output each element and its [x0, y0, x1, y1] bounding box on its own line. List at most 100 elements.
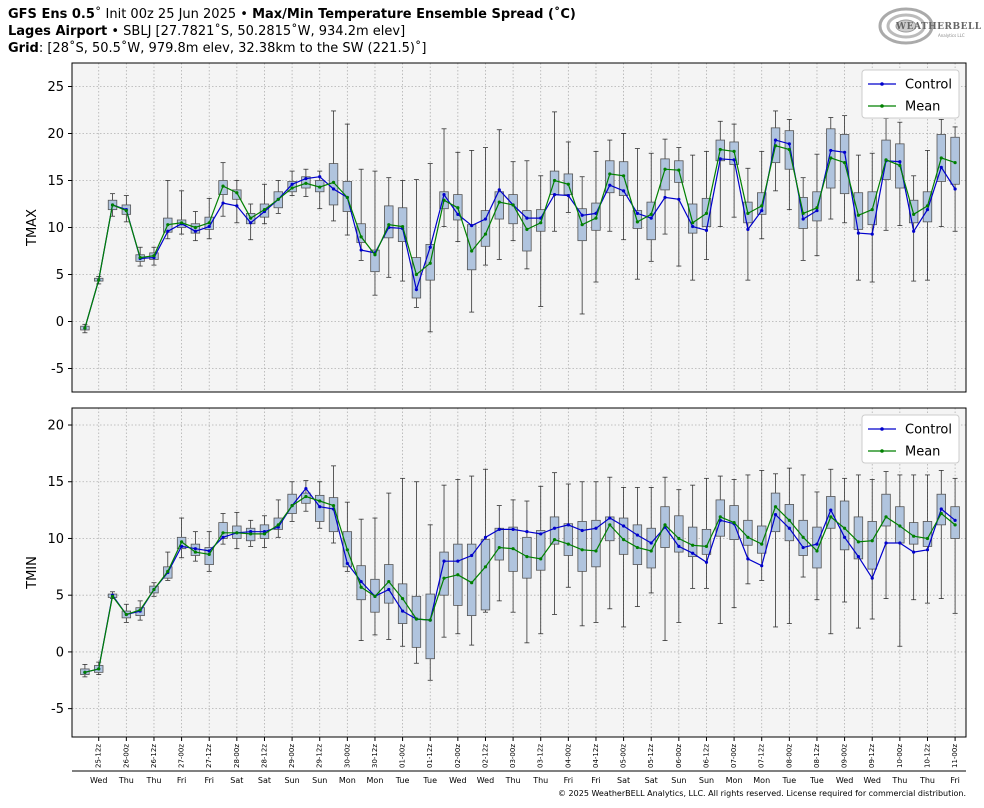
- mean-point: [566, 542, 570, 546]
- box: [287, 493, 297, 514]
- control-point: [760, 208, 764, 213]
- mean-point: [442, 198, 446, 202]
- x-day-label: Thu: [891, 776, 907, 785]
- mean-point: [221, 531, 225, 535]
- mean-point: [608, 172, 612, 176]
- mean-point: [138, 608, 142, 612]
- mean-point: [414, 617, 419, 621]
- station-name: Lages Airport: [8, 24, 108, 39]
- mean-point: [525, 227, 529, 231]
- control-point: [898, 541, 902, 545]
- x-day-label: Wed: [863, 776, 880, 785]
- control-point: [939, 165, 943, 169]
- x-date-label: 03-00z: [509, 744, 517, 768]
- control-point: [801, 545, 805, 550]
- mean-point: [953, 161, 957, 165]
- mean-point: [318, 185, 322, 189]
- control-point: [276, 525, 280, 529]
- control-point: [842, 150, 847, 154]
- mean-point: [552, 178, 557, 183]
- x-day-label: Thu: [118, 776, 134, 785]
- y-tick-label: 15: [47, 475, 64, 490]
- mean-point: [373, 253, 377, 257]
- header-line-2: Lages Airport • SBLJ [27.7821˚S, 50.2815…: [8, 23, 405, 40]
- control-point: [925, 548, 930, 552]
- control-line: [84, 487, 956, 673]
- mean-point: [691, 221, 695, 225]
- mean-point: [760, 204, 764, 208]
- x-day-label: Sun: [312, 776, 327, 785]
- control-point: [566, 523, 570, 527]
- mean-point: [884, 158, 888, 162]
- x-day-label: Sat: [645, 776, 658, 785]
- mean-point: [773, 144, 778, 148]
- x-date-label: 11-00z: [951, 744, 959, 768]
- mean-point: [110, 594, 115, 598]
- control-point: [912, 550, 916, 554]
- grid-label: Grid: [8, 41, 39, 56]
- box: [536, 530, 546, 571]
- weatherbell-logo: WEATHERBELL Analytics LLC: [878, 6, 981, 46]
- mean-point: [483, 232, 488, 236]
- x-day-label: Tue: [395, 776, 410, 785]
- box: [494, 527, 504, 561]
- x-day-label: Sat: [230, 776, 243, 785]
- control-point: [856, 555, 861, 559]
- box: [867, 521, 877, 570]
- control-line: [84, 139, 956, 329]
- mean-point: [152, 587, 156, 592]
- mean-point: [539, 557, 543, 561]
- x-date-label: 10-00z: [896, 744, 904, 768]
- control-point: [939, 507, 943, 511]
- x-date-label: 06-12z: [702, 744, 710, 768]
- box: [770, 492, 781, 533]
- control-point: [732, 158, 736, 162]
- mean-point: [801, 535, 805, 539]
- mean-point: [359, 585, 363, 589]
- mean-point: [787, 147, 791, 152]
- control-point: [773, 138, 778, 142]
- control-point: [580, 213, 584, 217]
- control-point: [235, 204, 239, 208]
- box: [632, 524, 643, 565]
- mean-point: [345, 548, 349, 552]
- box: [950, 506, 960, 539]
- control-point: [704, 228, 709, 232]
- mean-point: [815, 206, 819, 210]
- control-point: [677, 544, 681, 549]
- control-point: [801, 217, 805, 221]
- control-point: [221, 201, 225, 205]
- mean-point: [456, 573, 460, 577]
- plot-background: [72, 408, 966, 737]
- logo-sub: Analytics LLC: [938, 33, 965, 38]
- mean-point: [856, 213, 861, 217]
- control-point: [953, 518, 957, 522]
- x-date-label: 02-00z: [454, 744, 462, 768]
- mean-point: [235, 191, 239, 195]
- control-point: [594, 526, 598, 530]
- box: [605, 160, 615, 194]
- control-point: [525, 530, 529, 534]
- x-date-label: 07-00z: [730, 744, 738, 768]
- mean-point: [939, 511, 943, 516]
- control-point: [207, 224, 211, 229]
- mean-point: [594, 216, 598, 220]
- x-day-label: Fri: [564, 776, 574, 785]
- control-point: [470, 224, 474, 228]
- mean-point: [124, 208, 128, 213]
- mean-point: [428, 261, 432, 265]
- mean-point: [304, 181, 308, 185]
- x-day-label: Wed: [90, 776, 107, 785]
- mean-point: [884, 515, 888, 519]
- mean-line: [84, 144, 956, 329]
- mean-point: [414, 272, 419, 277]
- x-day-label: Sat: [258, 776, 271, 785]
- mean-point: [898, 163, 902, 168]
- box: [701, 528, 712, 555]
- x-day-label: Fri: [177, 776, 187, 785]
- mean-point: [649, 549, 653, 553]
- mean-point: [663, 167, 667, 171]
- mean-point: [621, 538, 626, 542]
- mean-point: [262, 208, 267, 212]
